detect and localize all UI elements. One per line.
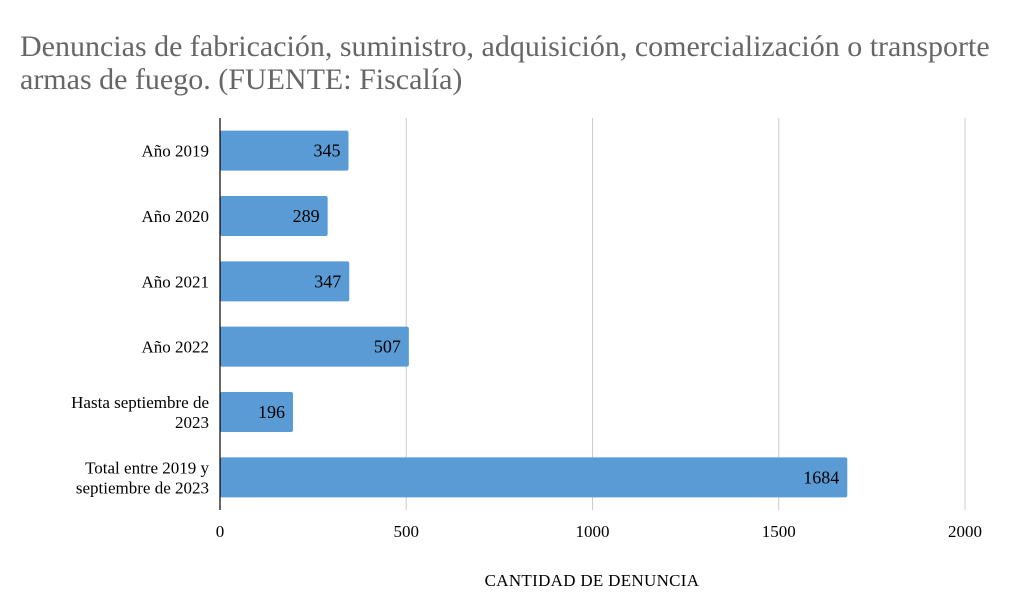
data-label: 196 [258, 402, 285, 422]
x-tick-label: 1500 [762, 522, 796, 541]
data-labels: 345 289 347 507 196 1684 [258, 141, 839, 488]
grid-lines [405, 118, 966, 510]
category-label: Hasta septiembre de 2023 [71, 393, 209, 432]
bar [220, 457, 848, 498]
category-label: Año 2021 [141, 272, 209, 291]
x-tick-label: 2000 [948, 522, 982, 541]
bar [220, 326, 409, 367]
x-axis-title: CANTIDAD DE DENUNCIA [485, 571, 700, 590]
bar [220, 261, 350, 302]
data-label: 289 [293, 206, 320, 226]
category-labels: Año 2019 Año 2020 Año 2021 Año 2022 Hasta se… [71, 142, 209, 498]
category-label: Año 2019 [141, 142, 209, 161]
category-label: Total entre 2019 y septiembre de 2023 [76, 458, 210, 497]
data-label: 345 [314, 141, 341, 161]
x-tick-labels: 0 500 1000 1500 2000 [216, 522, 982, 541]
x-tick-label: 0 [216, 522, 225, 541]
x-tick-label: 500 [394, 522, 420, 541]
x-tick-label: 1000 [576, 522, 610, 541]
bar [220, 392, 294, 432]
category-label: Año 2022 [141, 338, 209, 357]
data-label: 347 [314, 271, 341, 291]
bar [220, 196, 328, 236]
data-label: 507 [374, 337, 401, 357]
bar [220, 130, 349, 171]
category-label: Año 2020 [141, 207, 209, 226]
chart-title: Denuncias de fabricación, suministro, ad… [20, 30, 990, 96]
bars [220, 130, 848, 498]
data-label: 1684 [803, 467, 839, 487]
